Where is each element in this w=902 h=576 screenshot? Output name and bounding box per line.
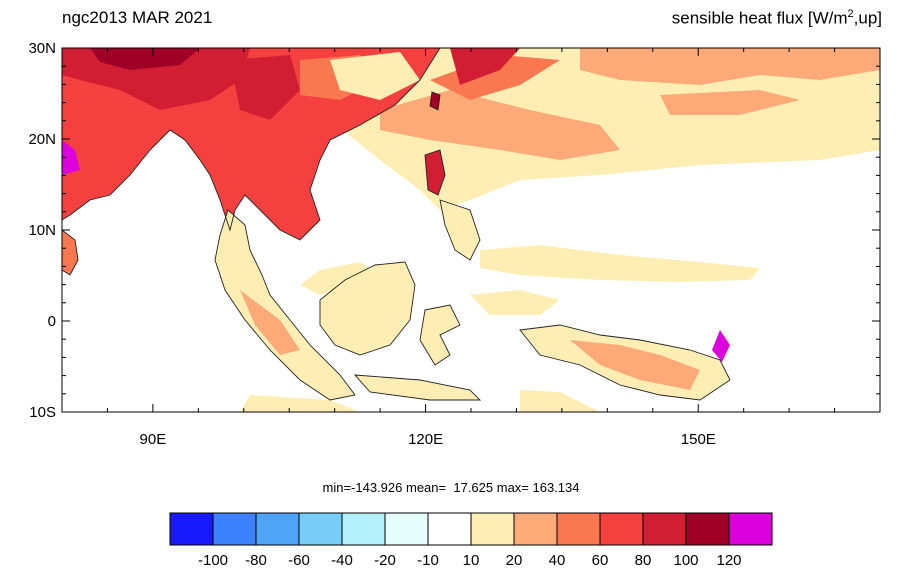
lon-label: 120E	[408, 431, 443, 448]
variable-title-exponent: 2	[847, 8, 854, 20]
lat-label: 20N	[28, 131, 56, 148]
coastlines	[62, 48, 731, 401]
flux-field	[62, 48, 880, 412]
lon-label: 150E	[681, 431, 716, 448]
statistics-line: min=-143.926 mean= 17.625 max= 163.134	[0, 480, 902, 495]
variable-title: sensible heat flux [W/m2,up]	[672, 8, 882, 29]
map-title: ngc2013 MAR 2021	[62, 8, 213, 27]
latitude-labels: 30N 20N 10N 0 10S	[28, 40, 56, 421]
lat-label: 10N	[28, 222, 56, 239]
variable-title-suffix: ,up]	[853, 8, 882, 28]
stat-min: min=-143.926	[322, 480, 403, 495]
longitude-labels: 90E 120E 150E	[140, 431, 716, 448]
variable-title-prefix: sensible heat flux [W/m	[671, 8, 848, 28]
lat-label: 0	[48, 313, 56, 330]
stat-max: max= 163.134	[496, 480, 580, 495]
lon-label: 90E	[140, 431, 167, 448]
axis-ticks	[61, 47, 881, 413]
stat-mean: mean= 17.625	[406, 480, 494, 495]
lat-label: 10S	[29, 404, 56, 421]
lat-label: 30N	[28, 40, 56, 57]
